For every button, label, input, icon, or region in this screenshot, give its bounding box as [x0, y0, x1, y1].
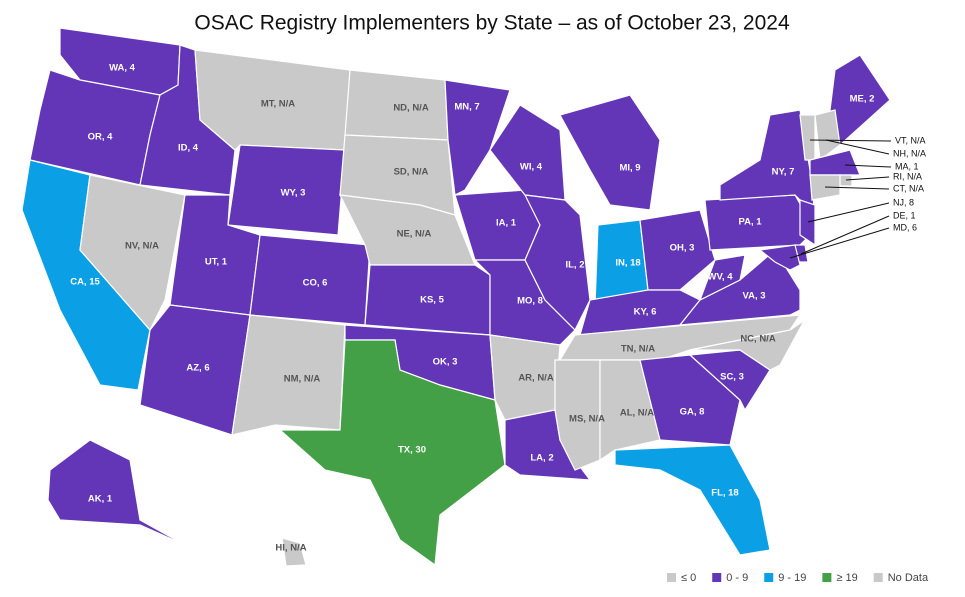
state-shape — [599, 359, 661, 462]
state-label: NJ, 8 — [893, 197, 914, 207]
state-shape — [809, 149, 861, 176]
legend: ≤ 0 0 - 9 9 - 19 ≥ 19 No Data — [667, 572, 929, 584]
legend-swatch — [873, 573, 883, 582]
state-shape — [278, 339, 506, 567]
state-label: ND, N/A — [393, 103, 429, 114]
legend-label: No Data — [888, 572, 929, 584]
state-shape — [47, 439, 186, 546]
state-label: KS, 5 — [420, 295, 444, 306]
state-shape — [231, 314, 346, 436]
state-label: MA, 1 — [895, 161, 919, 171]
legend-label: 9 - 19 — [778, 572, 806, 584]
state-label: DE, 1 — [893, 210, 916, 220]
state-shape — [799, 199, 816, 247]
state-label: NH, N/A — [893, 148, 926, 158]
state-label: NE, N/A — [397, 229, 432, 240]
leader-line — [824, 186, 890, 190]
state-shape — [227, 144, 346, 236]
legend-label: ≥ 19 — [836, 572, 857, 584]
state-shape — [523, 194, 591, 332]
state-shape — [814, 109, 841, 162]
state-label: KY, 6 — [634, 307, 657, 318]
state-label: MI, 9 — [619, 163, 640, 174]
state-label: MS, N/A — [569, 414, 605, 425]
state-label: NY, 7 — [772, 167, 795, 178]
state-label: TN, N/A — [621, 344, 655, 355]
state-label: NM, N/A — [284, 374, 321, 385]
leader-line — [809, 139, 892, 142]
state-shape — [698, 254, 746, 302]
map-title: OSAC Registry Implementers by State – as… — [194, 12, 790, 35]
state-label: ID, 4 — [178, 143, 199, 154]
state-label: PA, 1 — [738, 217, 762, 228]
state-shape — [689, 309, 811, 371]
state-label: NC, N/A — [740, 334, 776, 345]
state-label: CA, 15 — [70, 277, 100, 288]
state-label: RI, N/A — [893, 171, 922, 181]
state-shape — [79, 174, 186, 332]
state-label: OH, 3 — [670, 243, 695, 254]
state-shape — [639, 209, 716, 291]
state-label: OR, 4 — [88, 132, 114, 143]
state-label: SD, N/A — [394, 167, 429, 178]
state-label: HI, N/A — [275, 543, 306, 554]
state-shape — [688, 349, 771, 412]
state-label: FL, 18 — [711, 488, 738, 499]
state-label: MO, 8 — [517, 296, 543, 307]
state-label: ME, 2 — [850, 94, 875, 105]
state-label: AK, 1 — [88, 494, 113, 505]
state-label: WI, 4 — [520, 162, 543, 173]
state-label: VA, 3 — [742, 291, 765, 302]
state-shape — [281, 537, 307, 567]
state-label: IA, 1 — [496, 218, 517, 229]
state-label: OK, 3 — [433, 357, 458, 368]
state-shape — [839, 174, 853, 187]
legend-swatch — [822, 573, 832, 582]
state-label: WV, 4 — [708, 272, 734, 283]
state-label: WY, 3 — [281, 188, 306, 199]
state-label: CT, N/A — [893, 183, 924, 193]
state-shape — [489, 104, 566, 201]
state-label: TX, 30 — [398, 445, 426, 456]
state-label: VT, N/A — [895, 135, 926, 145]
state-label: IL, 2 — [565, 260, 584, 271]
legend-swatch — [712, 573, 722, 582]
state-label: IN, 18 — [615, 258, 640, 269]
legend-label: ≤ 0 — [681, 572, 696, 584]
state-labels: WA, 4 OR, 4 CA, 15 NV, N/A ID, 4 MT, N/A WY, 3… — [70, 63, 926, 554]
state-label: GA, 8 — [680, 407, 705, 418]
state-shape — [139, 304, 251, 436]
state-label: CO, 6 — [303, 278, 328, 289]
state-shape — [444, 79, 511, 196]
state-label: LA, 2 — [530, 453, 553, 464]
state-label: SC, 3 — [720, 372, 744, 383]
leader-line — [844, 164, 892, 168]
leader-line — [807, 202, 890, 223]
state-label: AL, N/A — [620, 408, 654, 419]
state-label: MD, 6 — [893, 222, 917, 232]
state-label: MN, 7 — [454, 102, 479, 113]
state-label: UT, 1 — [205, 257, 228, 268]
leader-line — [789, 227, 890, 259]
leader-line — [845, 176, 890, 181]
state-label: WA, 4 — [109, 63, 136, 74]
state-shape — [559, 94, 661, 211]
legend-swatch — [764, 573, 774, 582]
leader-line — [800, 215, 890, 255]
state-shape — [614, 444, 771, 556]
leader-line — [825, 139, 890, 155]
legend-label: 0 - 9 — [726, 572, 748, 584]
state-shape — [758, 244, 801, 271]
state-label: MT, N/A — [261, 99, 295, 110]
state-shape — [829, 54, 891, 147]
state-label: AZ, 6 — [186, 363, 209, 374]
legend-swatch — [667, 573, 676, 582]
state-label: NV, N/A — [125, 241, 159, 252]
state-label: AR, N/A — [518, 373, 554, 384]
states — [21, 27, 891, 567]
